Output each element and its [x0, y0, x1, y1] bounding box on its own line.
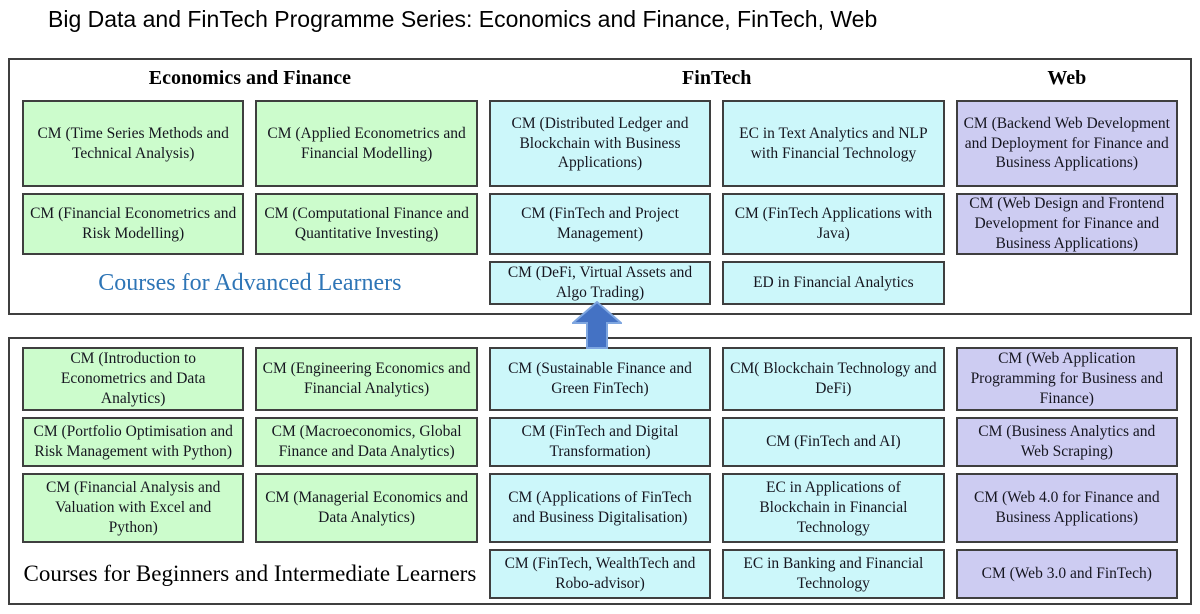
course-cell: CM (Introduction to Econometrics and Dat…: [22, 347, 245, 411]
course-cell: CM (FinTech and Digital Transformation): [488, 417, 712, 467]
course-cell: CM (Macroeconomics, Global Finance and D…: [255, 417, 478, 467]
beginner-courses-box: CM (Introduction to Econometrics and Dat…: [8, 337, 1192, 605]
column-header-web: Web: [1047, 67, 1087, 89]
course-cell: ED in Financial Analytics: [722, 261, 945, 305]
course-cell: CM (FinTech and AI): [722, 417, 945, 467]
course-cell: CM (Applied Econometrics and Financial M…: [255, 100, 478, 187]
course-cell: CM (DeFi, Virtual Assets and Algo Tradin…: [488, 261, 712, 305]
course-cell: CM( Blockchain Technology and DeFi): [722, 347, 945, 411]
page-title: Big Data and FinTech Programme Series: E…: [48, 6, 878, 32]
course-cell: CM (Sustainable Finance and Green FinTec…: [488, 347, 712, 411]
course-cell: CM (Managerial Economics and Data Analyt…: [255, 473, 478, 543]
course-cell: CM (Web Application Programming for Busi…: [955, 347, 1178, 411]
course-cell: CM (Portfolio Optimisation and Risk Mana…: [22, 417, 245, 467]
course-cell: EC in Applications of Blockchain in Fina…: [722, 473, 945, 543]
course-cell: CM (Web 4.0 for Finance and Business App…: [955, 473, 1178, 543]
course-cell: CM (Computational Finance and Quantitati…: [255, 193, 478, 255]
course-cell: CM (Backend Web Development and Deployme…: [955, 100, 1178, 187]
beginner-learners-label: Courses for Beginners and Intermediate L…: [23, 561, 477, 586]
course-cell: CM (Engineering Economics and Financial …: [255, 347, 478, 411]
column-header-economics-finance: Economics and Finance: [148, 67, 352, 89]
advanced-learners-label: Courses for Advanced Learners: [98, 269, 402, 296]
course-cell: CM (Web 3.0 and FinTech): [955, 549, 1178, 599]
column-header-fintech: FinTech: [682, 67, 752, 89]
course-cell: EC in Text Analytics and NLP with Financ…: [722, 100, 945, 187]
course-cell: CM (FinTech, WealthTech and Robo-advisor…: [488, 549, 712, 599]
course-cell: CM (Time Series Methods and Technical An…: [22, 100, 245, 187]
course-cell: CM (Financial Analysis and Valuation wit…: [22, 473, 245, 543]
course-cell: CM (Applications of FinTech and Business…: [488, 473, 712, 543]
up-arrow-icon: [572, 301, 622, 349]
course-cell: CM (FinTech Applications with Java): [722, 193, 945, 255]
course-cell: CM (FinTech and Project Management): [488, 193, 712, 255]
course-cell: CM (Business Analytics and Web Scraping): [955, 417, 1178, 467]
course-cell: EC in Banking and Financial Technology: [722, 549, 945, 599]
advanced-courses-box: Economics and Finance FinTech Web CM (Ti…: [8, 58, 1192, 315]
course-cell: CM (Distributed Ledger and Blockchain wi…: [488, 100, 712, 187]
course-cell: CM (Web Design and Frontend Development …: [955, 193, 1178, 255]
course-cell: CM (Financial Econometrics and Risk Mode…: [22, 193, 245, 255]
